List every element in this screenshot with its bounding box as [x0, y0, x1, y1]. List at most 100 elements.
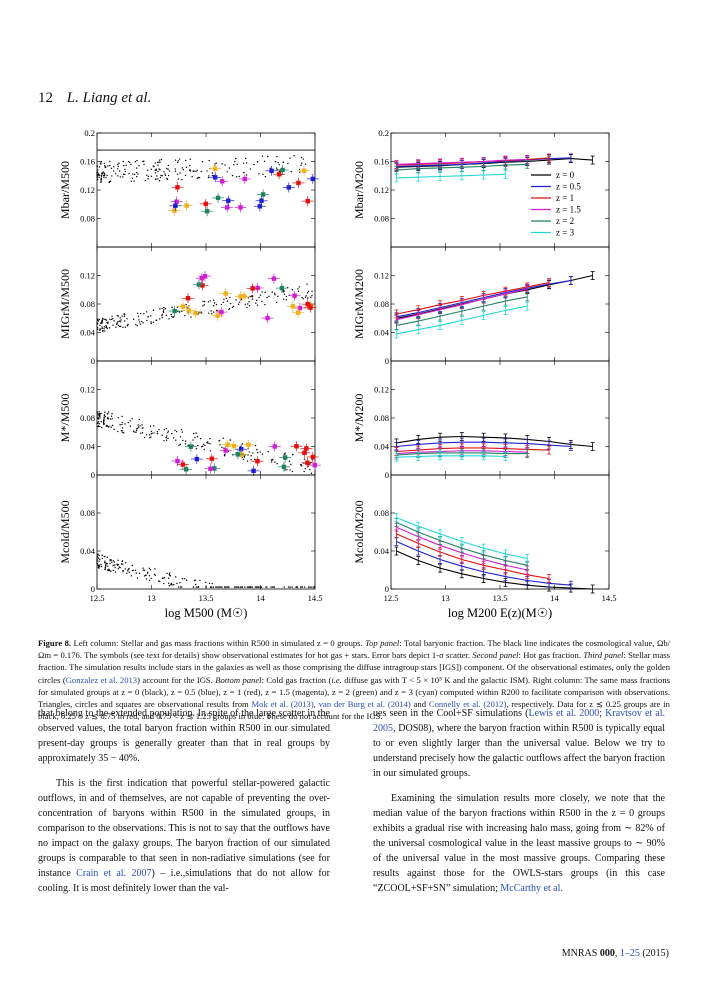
citation-link[interactable]: Mok et al. (2013) — [251, 699, 314, 710]
simulated-group-point — [267, 451, 269, 453]
observation-point — [203, 201, 208, 207]
y-tick-label: 0.08 — [374, 508, 389, 518]
simulated-group-point — [299, 171, 301, 173]
simulated-group-point — [150, 175, 152, 177]
simulated-group-point — [158, 159, 161, 161]
simulated-group-point — [193, 579, 196, 582]
simulated-group-point — [211, 582, 213, 585]
simulated-group-point — [117, 430, 119, 433]
simulated-group-point — [297, 290, 300, 292]
series-line — [396, 288, 528, 321]
simulated-group-point — [192, 439, 194, 441]
series-line — [396, 517, 528, 560]
x-tick-label: 13.5 — [199, 593, 214, 603]
simulated-group-point — [204, 444, 206, 447]
simulated-group-point — [109, 164, 111, 167]
page-range-link[interactable]: 1–25 — [619, 948, 640, 959]
simulated-group-point — [219, 444, 221, 446]
simulated-group-point — [102, 329, 104, 332]
observation-point — [200, 283, 205, 288]
simulated-group-point — [238, 175, 240, 178]
simulated-group-point — [168, 577, 170, 579]
simulated-group-point — [150, 168, 152, 171]
simulated-group-point — [283, 293, 286, 295]
simulated-group-point — [165, 436, 167, 439]
simulated-group-point — [106, 556, 109, 558]
simulated-group-point — [226, 171, 228, 173]
simulated-group-point — [154, 574, 156, 576]
series-line — [396, 455, 506, 458]
paragraph-text: ; — [599, 708, 606, 719]
observation-point — [302, 450, 307, 456]
simulated-group-point — [292, 453, 294, 456]
simulated-group-point — [118, 325, 121, 328]
citation-link[interactable]: Kravtsov et al. 2005 — [373, 708, 665, 734]
observation-point — [294, 444, 299, 449]
simulated-group-point — [279, 170, 281, 172]
simulated-group-point — [97, 416, 99, 419]
simulated-group-point — [174, 159, 177, 161]
simulated-group-point — [303, 470, 305, 473]
y-axis-label: M*/M500 — [58, 394, 72, 443]
simulated-group-point — [156, 175, 158, 177]
observation-point — [173, 203, 178, 209]
observation-point — [282, 455, 288, 460]
page-header: 12 L. Liang et al. — [38, 90, 151, 107]
simulated-group-point — [244, 303, 246, 305]
simulated-group-point — [223, 453, 226, 456]
simulated-group-point — [181, 178, 183, 181]
simulated-group-point — [254, 586, 257, 588]
simulated-group-point — [287, 162, 289, 165]
citation-link[interactable]: van der Burg et al. (2014) — [318, 699, 411, 710]
simulated-group-point — [270, 459, 273, 461]
observation-point — [280, 167, 285, 173]
simulated-group-point — [271, 586, 274, 588]
simulated-group-point — [100, 174, 103, 176]
citation-link[interactable]: Connelly et al. (2012) — [428, 699, 507, 710]
panel-frame — [390, 246, 610, 362]
citation-link[interactable]: Lewis et al. 2000 — [528, 708, 600, 719]
simulated-group-point — [298, 168, 301, 171]
series-line — [396, 550, 593, 590]
observation-point — [220, 179, 225, 184]
simulated-group-point — [264, 303, 266, 306]
citation-link[interactable]: McCarthy et al. — [500, 883, 563, 894]
simulated-group-point — [178, 158, 181, 160]
citation-link[interactable]: Gonzalez et al. 2013 — [65, 674, 138, 685]
simulated-group-point — [226, 586, 229, 588]
simulated-group-point — [157, 170, 159, 173]
simulated-group-point — [228, 308, 230, 311]
simulated-group-point — [189, 165, 191, 167]
simulated-group-point — [176, 306, 179, 309]
simulated-group-point — [290, 463, 292, 466]
simulated-group-point — [96, 560, 98, 563]
simulated-group-point — [179, 172, 181, 174]
simulated-group-point — [124, 168, 126, 171]
simulated-group-point — [98, 174, 100, 176]
simulated-group-point — [203, 304, 205, 306]
simulated-group-point — [133, 180, 135, 182]
simulated-group-point — [149, 437, 151, 439]
simulated-group-point — [97, 415, 99, 417]
simulated-group-point — [304, 586, 306, 588]
simulated-group-point — [97, 421, 100, 423]
simulated-group-point — [304, 468, 307, 470]
simulated-group-point — [139, 323, 142, 325]
simulated-group-point — [200, 311, 202, 313]
simulated-group-point — [104, 166, 107, 169]
observation-point — [180, 304, 186, 309]
simulated-group-point — [237, 303, 240, 306]
citation-link[interactable]: Crain et al. 2007 — [76, 868, 152, 879]
simulated-group-point — [97, 422, 99, 424]
simulated-group-point — [130, 163, 132, 166]
simulated-group-point — [262, 173, 264, 176]
observation-point — [231, 443, 237, 449]
simulated-group-point — [161, 313, 164, 315]
observation-point — [208, 466, 213, 471]
simulated-group-point — [116, 564, 119, 566]
simulated-group-point — [168, 573, 170, 575]
simulated-group-point — [98, 423, 100, 425]
simulated-group-point — [169, 572, 171, 574]
simulated-group-point — [127, 568, 129, 571]
body-column-right: ues seen in the Cool+SF simulations (Lew… — [373, 706, 665, 906]
